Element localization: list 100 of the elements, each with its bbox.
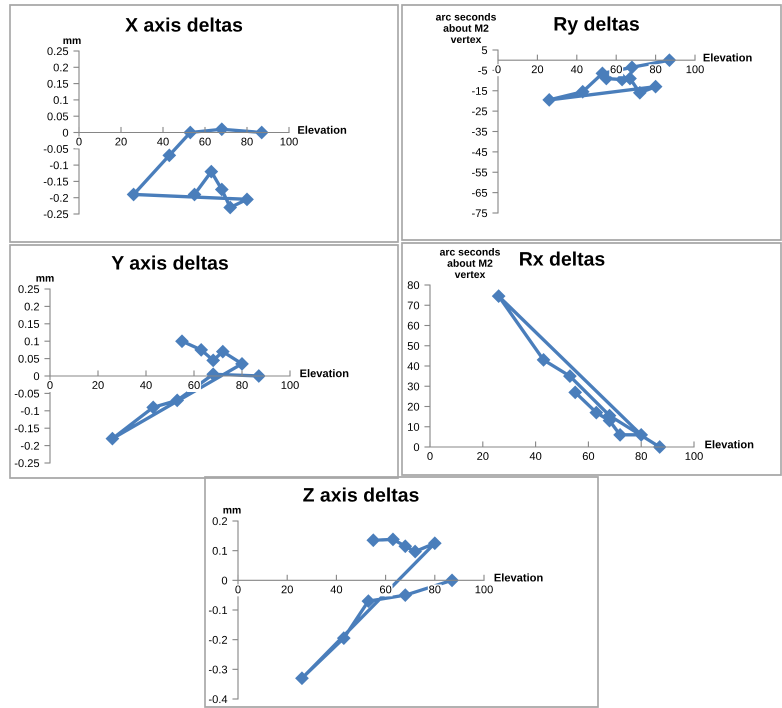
y-tick-label: 0.1 [212,546,228,555]
y-axis-title: arc seconds about M2 vertex [436,12,496,44]
y-tick-label: 0.15 [18,320,40,328]
point [188,188,202,202]
y-tick-label: -0.25 [14,459,40,468]
point [576,85,590,98]
y-tick-label: 0.2 [54,64,68,72]
x-tick-label: 80 [650,65,662,74]
y-tick-label: -0.05 [44,145,68,153]
point [649,80,662,94]
x-tick-label: 100 [280,138,298,146]
y-axis-title: mm [63,38,81,44]
point [408,544,422,558]
point [428,536,442,550]
y-tick-label: 0 [414,443,420,452]
x-tick-label: 100 [686,452,703,460]
point [590,406,603,420]
point [194,343,208,356]
y-tick-label: 70 [408,302,420,310]
y-tick-label: -0.3 [208,666,228,674]
x-axis-title: Elevation [704,53,752,62]
y-axis-title: mm [223,508,241,514]
y-axis-title: mm [36,276,54,282]
x-tick-label: 60 [582,452,594,460]
x-tick-label: 0 [76,138,82,146]
point [162,148,176,162]
y-tick-label: -35 [472,128,488,136]
chart-title: Y axis deltas [112,255,228,270]
point [204,165,218,178]
y-tick-label: -0.2 [20,442,40,450]
point [563,370,577,383]
point [184,126,197,140]
y-tick-label: -0.2 [208,636,228,644]
y-tick-label: -15 [472,87,488,95]
point [224,200,237,214]
y-tick-label: 0.2 [212,517,228,526]
chart-title: Z axis deltas [303,487,419,502]
x-tick-label: 80 [236,381,248,390]
y-tick-label: 0.25 [47,47,68,56]
y-tick-label: 5 [482,46,488,54]
y-tick-label: 0.1 [54,96,68,104]
y-tick-label: 0 [34,372,40,380]
x-tick-label: 40 [157,138,169,146]
point [170,394,184,407]
point [613,428,627,442]
point [568,386,582,399]
y-tick-label: -0.25 [44,210,68,218]
y-tick-label: 60 [408,322,420,330]
point [542,93,556,107]
y-tick-label: -0.15 [14,424,40,432]
x-tick-label: 80 [429,585,441,594]
x-tick-label: 80 [636,452,647,460]
point [255,126,268,140]
point [445,574,459,587]
chart-title: Rx deltas [520,251,604,266]
y-tick-label: 40 [407,362,420,370]
y-tick-label: 10 [408,423,420,431]
x-tick-label: 20 [532,65,544,74]
x-tick-label: 40 [570,65,583,74]
y-tick-label: -0.1 [208,606,228,614]
y-tick-label: 0.2 [24,302,40,311]
y-tick-label: -0.15 [44,178,68,186]
y-tick-label: 0 [222,576,228,584]
x-axis-title: Elevation [298,126,346,134]
y-axis-title: arc seconds about M2 vertex [440,248,500,278]
y-tick-label: 0.05 [47,112,68,120]
point [206,354,220,367]
y-tick-label: -0.4 [208,695,228,704]
y-tick-label: -25 [472,107,488,116]
x-tick-label: 40 [140,381,152,390]
y-tick-label: 30 [408,382,420,390]
chart-title: Ry deltas [554,16,639,35]
x-tick-label: 60 [199,138,211,146]
point [398,540,412,553]
y-tick-label: -55 [472,168,488,176]
point [492,290,506,303]
point [106,432,119,446]
y-tick-label: -75 [472,209,488,218]
x-tick-label: 100 [686,65,704,74]
y-tick-label: 50 [408,342,420,350]
point [252,369,266,383]
x-tick-label: 100 [476,585,493,594]
x-tick-label: 0 [495,65,501,74]
x-tick-label: 40 [530,452,542,460]
x-tick-label: 40 [330,585,342,594]
y-tick-label: 0.05 [18,354,40,363]
point [215,182,228,196]
point [146,400,160,414]
x-tick-label: 20 [282,585,293,594]
x-axis-title: Elevation [300,369,348,378]
point [215,122,228,136]
point [337,632,350,645]
point [625,60,639,74]
point [362,594,375,608]
x-tick-label: 20 [92,381,104,390]
point [240,192,254,206]
point [366,534,380,547]
x-tick-label: 0 [427,452,433,460]
point [536,353,550,367]
y-tick-label: -0.1 [20,407,40,415]
